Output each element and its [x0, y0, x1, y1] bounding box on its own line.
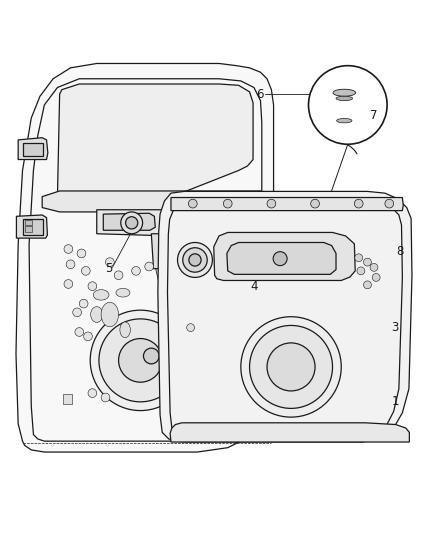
Circle shape — [184, 240, 193, 249]
Circle shape — [193, 380, 201, 389]
FancyBboxPatch shape — [25, 220, 32, 225]
Polygon shape — [22, 220, 43, 235]
FancyBboxPatch shape — [25, 227, 32, 231]
Ellipse shape — [93, 289, 109, 300]
Polygon shape — [18, 138, 48, 159]
Text: 4: 4 — [251, 280, 258, 293]
Circle shape — [232, 258, 241, 266]
Ellipse shape — [333, 89, 356, 96]
Text: 8: 8 — [396, 245, 403, 258]
Circle shape — [311, 199, 319, 208]
Polygon shape — [171, 198, 403, 211]
Circle shape — [75, 328, 84, 336]
Text: 5: 5 — [106, 262, 113, 275]
Bar — [182, 306, 190, 314]
Circle shape — [119, 338, 162, 382]
Polygon shape — [158, 191, 412, 442]
Polygon shape — [97, 210, 175, 236]
Polygon shape — [151, 234, 166, 269]
Polygon shape — [214, 232, 355, 280]
Circle shape — [370, 263, 378, 271]
Text: 6: 6 — [256, 88, 264, 101]
Polygon shape — [103, 213, 155, 230]
Circle shape — [114, 271, 123, 280]
Circle shape — [210, 308, 219, 317]
Ellipse shape — [101, 302, 119, 327]
Circle shape — [188, 306, 197, 314]
Circle shape — [199, 310, 208, 319]
Circle shape — [189, 254, 201, 266]
Circle shape — [183, 248, 207, 272]
Circle shape — [88, 389, 97, 398]
Circle shape — [126, 217, 138, 229]
Circle shape — [206, 249, 215, 258]
Polygon shape — [170, 423, 410, 442]
Circle shape — [145, 262, 153, 271]
Text: 7: 7 — [370, 109, 377, 123]
Polygon shape — [51, 84, 253, 203]
Ellipse shape — [337, 118, 352, 123]
Circle shape — [177, 243, 212, 277]
Circle shape — [193, 245, 201, 253]
Circle shape — [364, 258, 371, 266]
Circle shape — [99, 319, 182, 402]
Circle shape — [187, 324, 194, 332]
Circle shape — [250, 326, 332, 408]
Polygon shape — [227, 243, 336, 274]
Circle shape — [273, 252, 287, 265]
Circle shape — [77, 249, 86, 258]
Circle shape — [364, 281, 371, 289]
Circle shape — [355, 254, 363, 262]
Circle shape — [223, 199, 232, 208]
Polygon shape — [167, 200, 403, 438]
Circle shape — [201, 336, 210, 345]
Circle shape — [132, 266, 141, 275]
Polygon shape — [23, 143, 43, 157]
Text: 3: 3 — [392, 321, 399, 334]
Circle shape — [144, 348, 159, 364]
Ellipse shape — [336, 96, 353, 101]
Ellipse shape — [120, 322, 131, 338]
Circle shape — [354, 199, 363, 208]
Circle shape — [64, 245, 73, 253]
Circle shape — [237, 266, 245, 275]
Polygon shape — [42, 191, 263, 212]
Circle shape — [191, 332, 199, 341]
Circle shape — [308, 66, 387, 144]
Circle shape — [372, 273, 380, 281]
Ellipse shape — [91, 306, 103, 322]
Circle shape — [241, 317, 341, 417]
Circle shape — [64, 280, 73, 288]
Circle shape — [106, 258, 114, 266]
Polygon shape — [16, 215, 47, 238]
Circle shape — [385, 199, 394, 208]
Circle shape — [186, 275, 195, 284]
Circle shape — [84, 332, 92, 341]
Circle shape — [267, 199, 276, 208]
Circle shape — [206, 384, 215, 393]
Circle shape — [188, 199, 197, 208]
Polygon shape — [29, 79, 262, 441]
Circle shape — [267, 343, 315, 391]
Circle shape — [210, 282, 219, 290]
Bar — [63, 394, 72, 404]
Ellipse shape — [116, 288, 130, 297]
Circle shape — [88, 282, 97, 290]
Text: 1: 1 — [392, 395, 399, 408]
Circle shape — [79, 299, 88, 308]
Circle shape — [81, 266, 90, 275]
Circle shape — [121, 212, 143, 234]
Circle shape — [197, 280, 206, 288]
Circle shape — [357, 267, 365, 275]
Polygon shape — [16, 63, 274, 452]
Bar — [184, 383, 192, 391]
Circle shape — [73, 308, 81, 317]
Circle shape — [66, 260, 75, 269]
Circle shape — [101, 393, 110, 402]
Circle shape — [90, 310, 191, 410]
